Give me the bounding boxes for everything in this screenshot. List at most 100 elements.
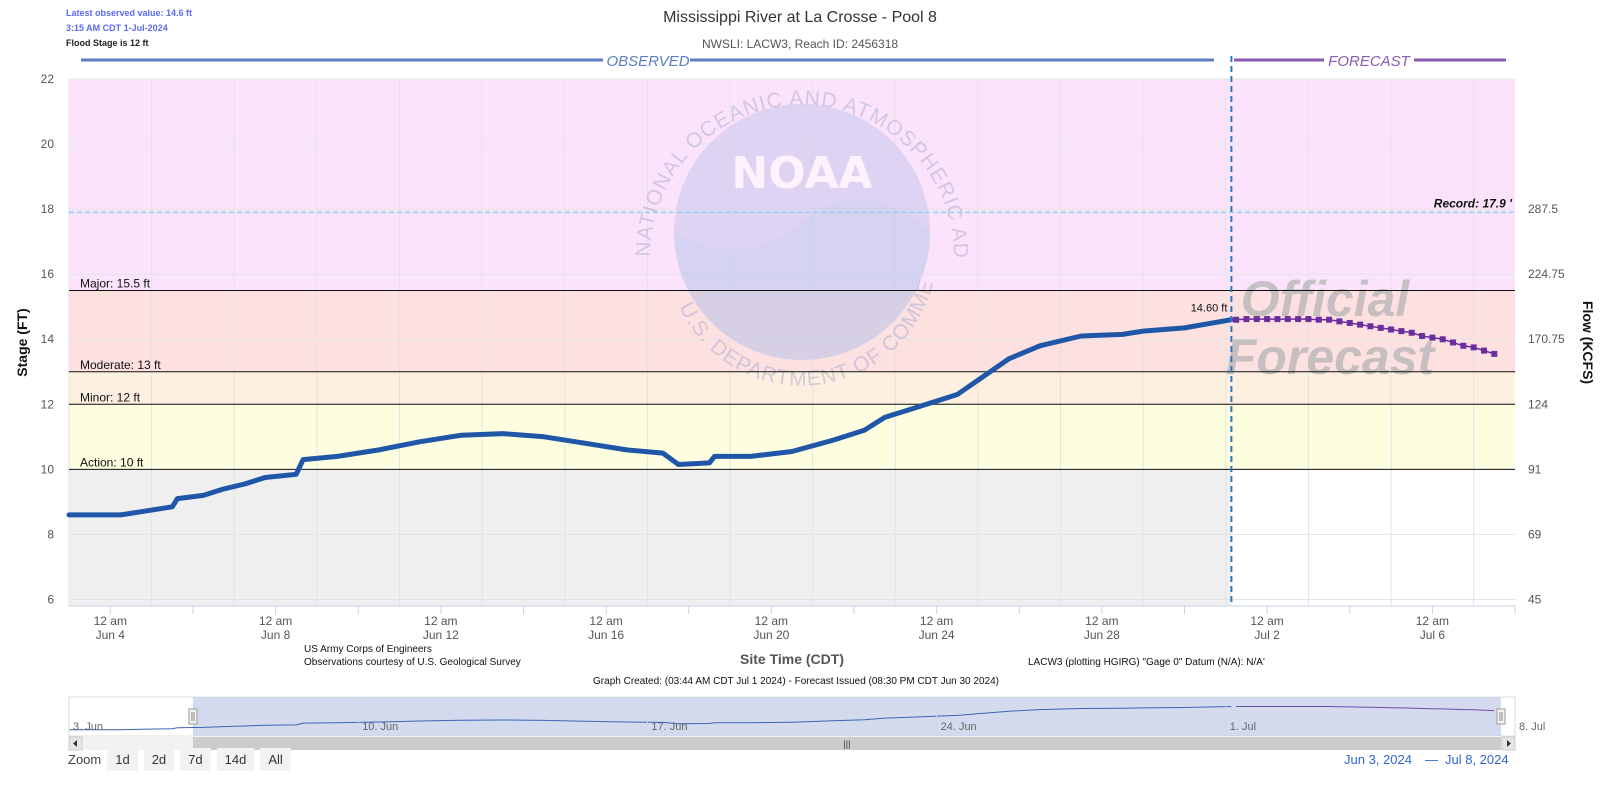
y-axis-title: Stage (FT) — [14, 308, 30, 376]
observed-point — [831, 438, 835, 442]
y-tick-label: 16 — [41, 267, 55, 281]
threshold-label-action: Action: 10 ft — [80, 455, 144, 469]
navigator-date-label: 1. Jul — [1230, 721, 1256, 733]
observed-point — [914, 406, 918, 410]
zoom-2d-button[interactable]: 2d — [143, 748, 175, 771]
observed-point — [955, 393, 959, 397]
navigator-selection[interactable] — [192, 697, 1501, 736]
forecast-point — [1264, 316, 1271, 323]
forecast-point — [1377, 324, 1384, 331]
scroll-left-arrow-icon — [73, 740, 77, 747]
official-forecast-line2: Forecast — [1226, 329, 1437, 385]
observed-point — [713, 454, 717, 458]
x-tick-label-date: Jul 6 — [1420, 628, 1446, 642]
x-tick-label-date: Jun 12 — [423, 628, 459, 642]
y-tick-label: 20 — [41, 137, 55, 151]
forecast-point — [1398, 328, 1405, 335]
latest-value-text: Latest observed value: 14.6 ft — [66, 8, 193, 18]
x-tick-label-time: 12 am — [589, 614, 622, 628]
zoom-7d-button[interactable]: 7d — [180, 748, 211, 771]
observed-point — [301, 458, 305, 462]
scrollbar-thumb[interactable] — [192, 737, 1501, 750]
observed-point — [1141, 329, 1145, 333]
navigator-handle-left[interactable] — [188, 708, 198, 725]
forecast-point — [1346, 319, 1353, 326]
observed-point — [862, 428, 866, 432]
observed-point — [294, 472, 298, 476]
observed-point — [139, 510, 143, 514]
x-tick-label-time: 12 am — [1250, 614, 1283, 628]
latest-time-text: 3:15 AM CDT 1-Jul-2024 — [66, 23, 168, 33]
x-tick-label-time: 12 am — [1416, 614, 1449, 628]
forecast-point — [1243, 316, 1250, 323]
forecast-point — [1388, 326, 1395, 333]
datum-note: LACW3 (plotting HGIRG) "Gage 0" Datum (N… — [1028, 657, 1265, 668]
observed-point — [542, 435, 546, 439]
observed-point — [459, 433, 463, 437]
x-tick-label-date: Jul 2 — [1254, 628, 1280, 642]
y-tick-label: 10 — [41, 462, 55, 476]
observed-point — [583, 441, 587, 445]
flood-stage-text: Flood Stage is 12 ft — [66, 38, 149, 48]
x-tick-label-time: 12 am — [755, 614, 788, 628]
forecast-point — [1429, 334, 1436, 341]
navigator-date-label: 24. Jun — [941, 721, 977, 733]
observed-point — [883, 415, 887, 419]
forecast-point — [1315, 316, 1322, 323]
credit-usgs: Observations courtesy of U.S. Geological… — [304, 657, 521, 668]
navigator-date-label: 17. Jun — [651, 721, 687, 733]
chart-subtitle: NWSLI: LACW3, Reach ID: 2456318 — [702, 37, 898, 51]
x-axis-title: Site Time (CDT) — [740, 651, 844, 667]
observed-point — [661, 451, 665, 455]
action-zone — [69, 404, 1515, 470]
range-separator: — — [1425, 752, 1438, 767]
forecast-point — [1305, 316, 1312, 323]
x-tick-label-time: 12 am — [424, 614, 457, 628]
zoom-14d-button[interactable]: 14d — [216, 748, 255, 771]
threshold-label-minor: Minor: 12 ft — [80, 390, 141, 404]
observed-label: OBSERVED — [606, 53, 689, 70]
y-tick-label: 12 — [41, 397, 55, 411]
navigator-handle-right[interactable] — [1496, 708, 1506, 725]
range-from-input[interactable]: Jun 3, 2024 — [1344, 752, 1412, 767]
y-tick-label: 22 — [41, 72, 55, 86]
observed-point — [1038, 344, 1042, 348]
observed-point — [501, 432, 505, 436]
forecast-point — [1357, 321, 1364, 328]
navigator-date-label: 3. Jun — [73, 721, 103, 733]
x-tick-label-date: Jun 4 — [96, 628, 126, 642]
zoom-all-button[interactable]: All — [260, 748, 291, 771]
y2-tick-label: 91 — [1528, 462, 1542, 476]
observed-point — [418, 440, 422, 444]
zoom-1d-button[interactable]: 1d — [107, 748, 138, 771]
observed-point — [1182, 326, 1186, 330]
observed-point — [1121, 332, 1125, 336]
forecast-point — [1470, 344, 1477, 351]
observed-point — [1007, 357, 1011, 361]
minor-zone — [69, 371, 1515, 405]
threshold-label-moderate: Moderate: 13 ft — [80, 358, 161, 372]
x-tick-label-date: Jun 24 — [919, 628, 955, 642]
y-tick-label: 6 — [47, 592, 54, 606]
forecast-point — [1408, 329, 1415, 336]
observed-point — [707, 461, 711, 465]
scrollbar-grip-icon: ||| — [843, 739, 850, 749]
forecast-point — [1284, 316, 1291, 323]
observed-point — [749, 454, 753, 458]
forecast-point — [1326, 316, 1333, 323]
forecast-point — [1336, 318, 1343, 325]
observed-point — [222, 487, 226, 491]
forecast-point — [1233, 316, 1240, 323]
scroll-right-arrow-icon — [1507, 740, 1511, 747]
observed-point — [336, 454, 340, 458]
current-value-label: 14.60 ft — [1191, 303, 1228, 315]
observed-point — [170, 505, 174, 509]
range-to-input[interactable]: Jul 8, 2024 — [1445, 752, 1509, 767]
navigator-forecast-line — [1236, 706, 1495, 712]
forecast-point — [1367, 323, 1374, 330]
y-tick-label: 8 — [47, 527, 54, 541]
noaa-logo-wave — [674, 199, 930, 360]
navigator-observed-line — [69, 706, 1232, 731]
forecast-point — [1481, 347, 1488, 354]
normal-zone — [69, 469, 1232, 606]
